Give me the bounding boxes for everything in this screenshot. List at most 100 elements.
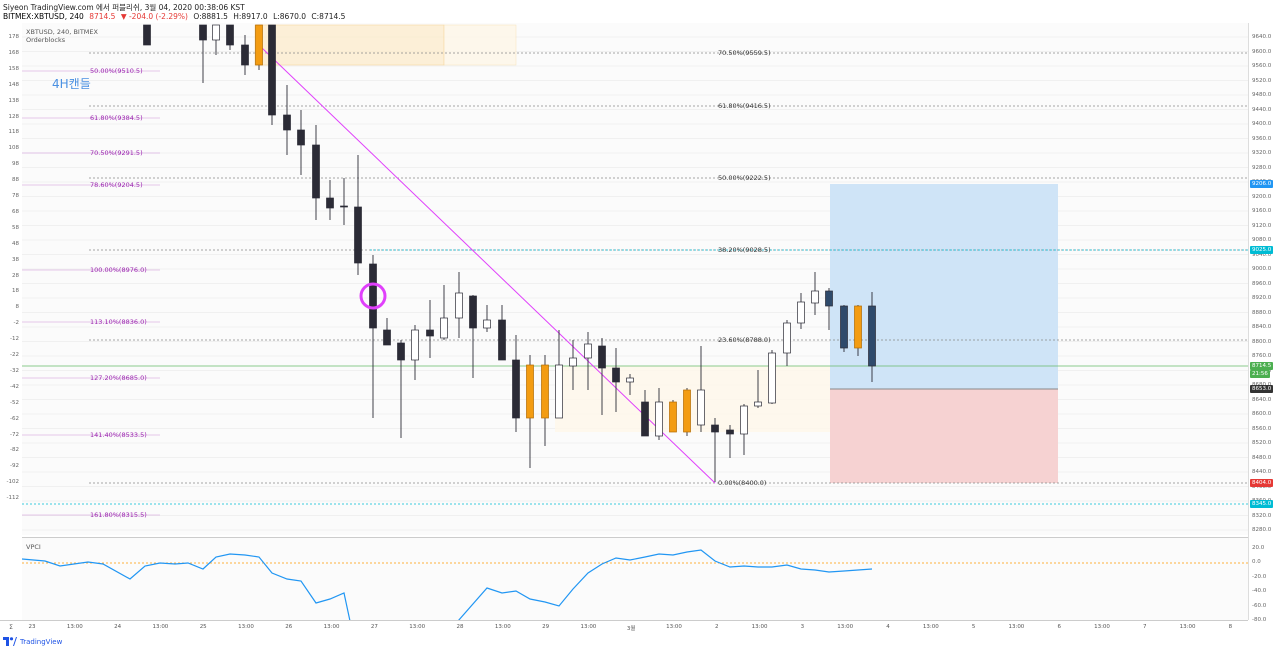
price-tick: 9360.0: [1252, 135, 1272, 142]
price-tick: 8880.0: [1252, 309, 1272, 316]
price-tick: 9640.0: [1252, 34, 1272, 40]
time-tick: 3월: [626, 626, 636, 632]
time-tick: 5: [971, 624, 976, 630]
tradingview-logo[interactable]: TradingView: [3, 637, 62, 646]
candle-body: [754, 401, 762, 407]
candle-body: [411, 329, 419, 361]
candle-body: [783, 322, 791, 354]
fib-extension-label: 113.10%(8836.0): [90, 318, 147, 326]
vpci-chart-svg: [22, 549, 1248, 621]
indicator-left-axis: [0, 537, 23, 620]
fib-extension-label: 141.40%(8533.5): [90, 431, 147, 439]
candle-body: [641, 401, 649, 437]
price-tag: 8714.5: [1250, 362, 1274, 370]
vpci-line: [457, 549, 873, 621]
price-tick: 8480.0: [1252, 454, 1272, 461]
price-tick: 9280.0: [1252, 164, 1272, 171]
indicator-pane[interactable]: VPCI: [22, 537, 1248, 621]
price-tag: 8345.0: [1250, 500, 1274, 508]
fib-extension-label: 70.50%(9291.5): [90, 149, 143, 157]
candle-body: [825, 290, 833, 307]
chart-header: Siyeon TradingView.com 에서 퍼블리쉬, 3월 04, 2…: [0, 0, 1280, 22]
price-tick: 8640.0: [1252, 396, 1272, 403]
price-axis[interactable]: 9640.0 9600.0 9560.0 9520.0 9480.0 9440.0 9400…: [1248, 23, 1280, 623]
candle-body: [354, 206, 362, 264]
orderblock-box: [254, 24, 445, 66]
price-tick: 9000.0: [1252, 266, 1272, 272]
oscillator-tick: 78: [12, 193, 19, 199]
oscillator-tick: -72: [10, 431, 19, 438]
candle-body: [541, 364, 549, 419]
price-tick: 8960.0: [1252, 280, 1272, 287]
oscillator-tick: -42: [10, 383, 19, 390]
candle-body: [740, 405, 748, 435]
time-tick: 6: [1057, 624, 1061, 630]
candle-body: [268, 24, 276, 116]
fib-extension-label: 161.80%(8315.5): [90, 511, 147, 519]
time-tick: 13:00: [238, 624, 254, 630]
oscillator-tick: 48: [12, 240, 19, 247]
price-tick: 9440.0: [1252, 106, 1272, 113]
candle-body: [655, 401, 663, 437]
ohlc-close: C:8714.5: [311, 12, 346, 21]
price-tick: 8320.0: [1252, 512, 1272, 519]
time-tick: 13:00: [494, 624, 511, 630]
candle-body: [512, 359, 520, 419]
chart-legend: XBTUSD, 240, BITMEX Orderblocks: [26, 28, 98, 44]
candle-body: [440, 317, 448, 339]
price-tick: 9400.0: [1252, 121, 1272, 127]
time-tick: 25: [199, 624, 207, 630]
price-tag: 21:56: [1250, 370, 1270, 378]
candle-body: [697, 389, 705, 426]
price-tag: 8404.0: [1250, 479, 1274, 487]
oscillator-tick: 158: [8, 65, 20, 72]
corner-button[interactable]: Σ: [0, 620, 22, 635]
oscillator-tick: 58: [12, 224, 19, 231]
symbol-legend[interactable]: XBTUSD, 240, BITMEX: [26, 28, 98, 36]
time-tick: 4: [886, 624, 890, 630]
fib-extension-label: 50.00%(9510.5): [90, 67, 143, 75]
candle-body: [555, 364, 563, 419]
oscillator-tick: 168: [8, 49, 20, 56]
price-tick: 8920.0: [1252, 295, 1272, 301]
price-tag: 9025.0: [1250, 246, 1274, 254]
price-tag: 8653.0: [1250, 385, 1274, 393]
long-position-stop-zone: [830, 389, 1058, 483]
fib-extension-label: 127.20%(8685.0): [90, 374, 147, 382]
time-tick: 26: [285, 624, 293, 630]
price-tick: 8520.0: [1252, 440, 1272, 446]
oscillator-tick: -102: [6, 479, 19, 486]
time-tick: 8: [1228, 624, 1233, 630]
price-chart-svg[interactable]: [22, 23, 1248, 535]
time-tick: 13:00: [1179, 624, 1196, 630]
price-tick: 8800.0: [1252, 338, 1272, 345]
oscillator-tick: -82: [10, 447, 19, 454]
ohlc-open: O:8881.5: [193, 12, 228, 21]
oscillator-tick: 28: [12, 272, 19, 279]
candle-body: [868, 305, 876, 367]
candle-body: [626, 377, 634, 383]
symbol[interactable]: BITMEX:XBTUSD, 240: [3, 12, 84, 21]
price-tick: 9320.0: [1252, 150, 1272, 156]
fib-extension-label: 100.00%(8976.0): [90, 266, 147, 274]
candle-body: [469, 295, 477, 329]
time-axis[interactable]: 23 13:00 24 13:00 25 13:00 26 13:00 27 13:00 28 13:…: [22, 620, 1248, 635]
candle-body: [340, 205, 348, 208]
fib-label: 70.50%(9559.5): [718, 49, 771, 57]
oscillator-tick: 148: [8, 81, 20, 88]
indicator-label[interactable]: VPCI: [26, 543, 41, 551]
annotation-text[interactable]: 4H캔들: [52, 77, 91, 91]
price-tick: 9560.0: [1252, 63, 1272, 69]
fib-label: 0.00%(8400.0): [718, 479, 767, 487]
oscillator-tick: 138: [8, 97, 20, 104]
highlight-circle: [359, 282, 387, 310]
time-tick: 29: [542, 624, 550, 630]
oscillator-tick: -62: [10, 415, 19, 422]
price-pane[interactable]: XBTUSD, 240, BITMEX Orderblocks 4H캔들 70.…: [22, 23, 1248, 535]
candle-body: [711, 424, 719, 433]
candle-body: [498, 319, 506, 361]
tradingview-logo-icon: [3, 637, 17, 646]
indicator-legend[interactable]: Orderblocks: [26, 36, 66, 44]
candle-body: [683, 389, 691, 433]
price-tick: 9600.0: [1252, 48, 1272, 55]
